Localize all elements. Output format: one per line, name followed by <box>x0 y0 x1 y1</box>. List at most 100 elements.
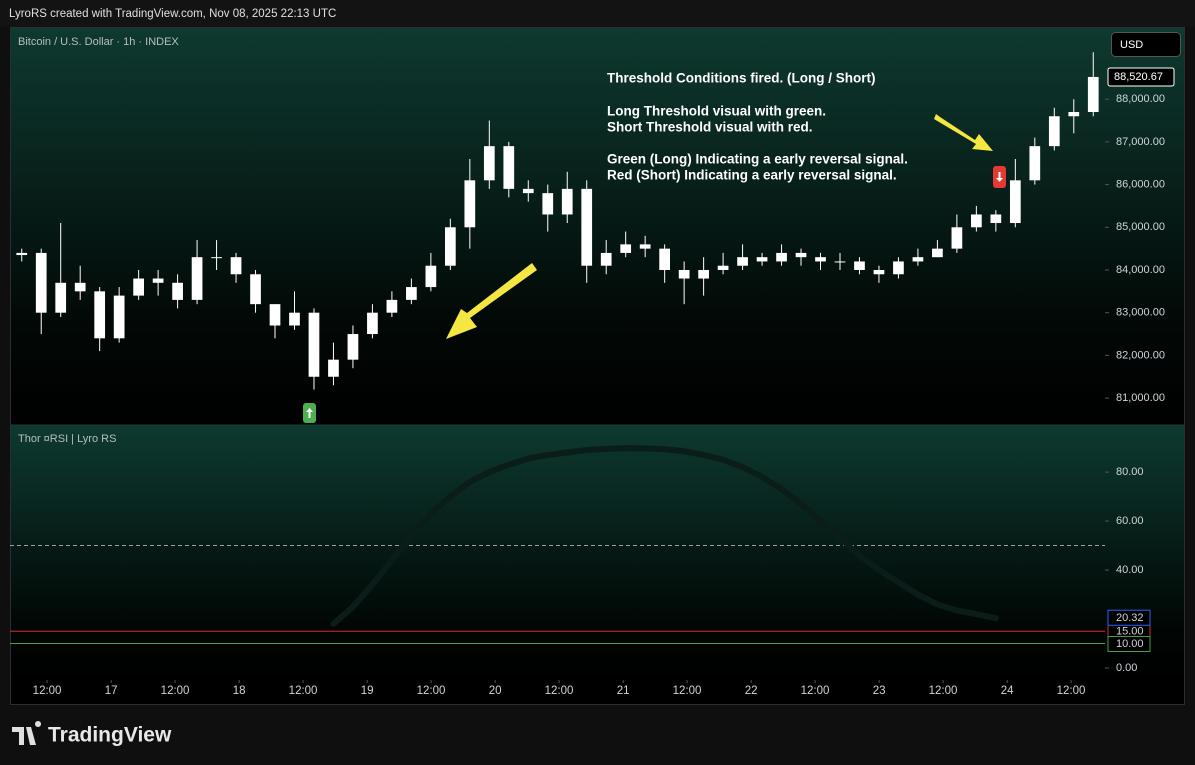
currency-button[interactable] <box>1111 32 1181 57</box>
frame <box>10 27 1185 705</box>
candle-body <box>386 299 398 313</box>
top-bar <box>0 0 1195 27</box>
candle-body <box>678 269 690 279</box>
y-tick-label: 0.00 <box>1116 662 1137 674</box>
candle-body <box>250 274 261 305</box>
annotation: Threshold Conditions fired. (Long / Shor… <box>607 71 875 86</box>
candle-body <box>873 269 885 275</box>
candle-body <box>912 257 924 262</box>
candle-body <box>1009 180 1021 224</box>
annotation: Red (Short) Indicating a early reversal … <box>607 168 897 183</box>
candle-body <box>1068 111 1080 117</box>
logo: TradingView <box>12 721 172 747</box>
arrow <box>934 114 993 151</box>
candle-body <box>328 359 339 377</box>
candle-body <box>406 287 417 300</box>
y-tick-label: 40.00 <box>1116 564 1144 576</box>
candle-body <box>308 312 320 377</box>
y-tick-label: 80.00 <box>1116 466 1144 478</box>
logo-text: TradingView <box>48 724 172 747</box>
y-tick-label: 60.00 <box>1116 515 1144 527</box>
x-tick-label: 24 <box>1001 685 1014 697</box>
candle-body <box>698 269 709 279</box>
y-tick-label: 85,000.00 <box>1116 221 1165 233</box>
level-label-box <box>1107 636 1151 653</box>
last-value-label: 20.32 <box>1116 612 1144 624</box>
candle-body <box>211 257 222 259</box>
x-tick-label: 12:00 <box>33 685 62 697</box>
candle-body <box>152 278 164 283</box>
x-tick-label: 12:00 <box>289 685 318 697</box>
candle-body <box>94 291 106 339</box>
x-tick-label: 12:00 <box>673 685 702 697</box>
candle-body <box>483 146 495 181</box>
candle-body <box>16 252 28 256</box>
candle-body <box>815 257 826 262</box>
level-label: 10.00 <box>1116 638 1144 650</box>
y-tick-label: 82,000.00 <box>1116 349 1165 361</box>
long-signal-icon <box>306 408 313 418</box>
candle-body <box>951 227 963 249</box>
candle-body <box>542 193 554 215</box>
candle-body <box>35 252 47 313</box>
x-tick-label: 12:00 <box>417 685 446 697</box>
candle-body <box>737 257 748 266</box>
candle-body <box>600 252 612 266</box>
level-label: 15.00 <box>1116 626 1144 638</box>
short-signal-icon <box>996 172 1003 182</box>
candle-body <box>503 146 515 189</box>
annotation: Long Threshold visual with green. <box>607 104 826 119</box>
last-value-box <box>1107 609 1151 626</box>
last-price-box <box>1107 67 1175 87</box>
y-tick-label: 86,000.00 <box>1116 178 1165 190</box>
candle-body <box>522 188 534 194</box>
x-tick-label: 20 <box>489 685 502 697</box>
candle-body <box>289 312 300 326</box>
candle-body <box>561 188 573 215</box>
x-tick-label: 21 <box>617 685 630 697</box>
candle-body <box>971 214 982 228</box>
y-tick-label: 83,000.00 <box>1116 307 1165 319</box>
candle-body <box>659 248 671 270</box>
candle-body <box>795 252 807 258</box>
candle-body <box>854 261 865 270</box>
indicator-title: Thor ¤RSI | Lyro RS <box>18 433 116 445</box>
candle-body <box>444 227 456 266</box>
candle-body <box>191 257 203 300</box>
candle-body <box>893 261 904 275</box>
candle-body <box>55 282 67 313</box>
x-tick-label: 17 <box>105 685 118 697</box>
candle-body <box>932 248 943 258</box>
x-tick-label: 12:00 <box>929 685 958 697</box>
candle-body <box>990 214 1002 224</box>
candle-body <box>269 304 281 326</box>
credit: LyroRS created with TradingView.com, Nov… <box>9 8 336 20</box>
candle-body <box>581 188 593 266</box>
time-axis <box>10 680 1185 705</box>
candle-body <box>347 334 359 360</box>
annotation: Green (Long) Indicating a early reversal… <box>607 152 908 167</box>
candle-body <box>367 312 378 335</box>
currency[interactable]: USD <box>1120 39 1143 51</box>
candle-body <box>133 278 144 296</box>
candle-body <box>230 257 242 275</box>
candle-body <box>756 257 768 262</box>
candle-body <box>717 265 729 270</box>
x-tick-label: 12:00 <box>161 685 190 697</box>
x-tick-label: 18 <box>233 685 246 697</box>
candle-body <box>425 265 437 288</box>
y-tick-label: 88,000.00 <box>1116 93 1165 105</box>
candle-body <box>1048 116 1060 147</box>
candle-body <box>776 252 787 262</box>
candle-body <box>74 282 86 292</box>
x-tick-label: 12:00 <box>801 685 830 697</box>
last-price-label: 88,520.67 <box>1114 71 1163 83</box>
x-tick-label: 12:00 <box>1057 685 1086 697</box>
candle-body <box>1087 76 1099 112</box>
candle-body <box>464 180 476 228</box>
y-tick-label: 87,000.00 <box>1116 136 1165 148</box>
candle-body <box>1029 146 1041 181</box>
